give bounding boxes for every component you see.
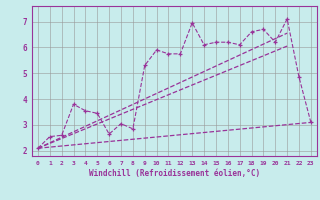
X-axis label: Windchill (Refroidissement éolien,°C): Windchill (Refroidissement éolien,°C) (89, 169, 260, 178)
